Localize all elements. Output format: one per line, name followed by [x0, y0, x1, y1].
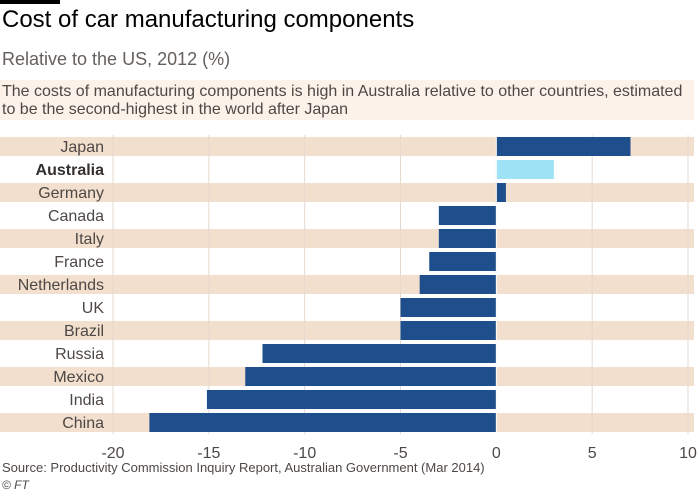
- bars: [149, 137, 631, 432]
- x-tick-label: 0: [492, 445, 501, 460]
- category-label: UK: [82, 300, 105, 317]
- category-label: Mexico: [53, 369, 104, 386]
- category-label: Italy: [75, 231, 104, 248]
- row-band: [0, 229, 694, 248]
- bar-germany: [496, 183, 506, 202]
- bar-italy: [438, 229, 497, 248]
- bar-france: [429, 252, 497, 271]
- category-label: Japan: [60, 139, 104, 156]
- row-band: [0, 183, 694, 202]
- category-label: Australia: [36, 162, 105, 179]
- credit: © FT: [2, 478, 29, 492]
- category-label: Netherlands: [18, 277, 104, 294]
- brand-bar: [0, 0, 60, 4]
- bar-chart: Japan Australia Germany Canada Italy France Ne…: [0, 135, 697, 460]
- bar-brazil: [400, 321, 497, 340]
- category-label: India: [69, 392, 104, 409]
- category-label: Brazil: [64, 323, 104, 340]
- bar-australia: [496, 160, 554, 179]
- x-tick-label: -5: [393, 445, 407, 460]
- row-band: [0, 321, 694, 340]
- category-label: France: [54, 254, 104, 271]
- bar-japan: [496, 137, 631, 156]
- x-tick-labels: -20 -15 -10 -5 0 5 10: [101, 445, 697, 460]
- bar-india: [206, 390, 497, 409]
- row-band: [0, 275, 694, 294]
- category-labels: Japan Australia Germany Canada Italy France Ne…: [18, 139, 105, 432]
- chart-subtitle: Relative to the US, 2012 (%): [2, 49, 231, 69]
- x-tick-label: 5: [588, 445, 597, 460]
- category-label: China: [62, 415, 104, 432]
- bar-uk: [400, 298, 497, 317]
- bar-mexico: [245, 367, 497, 386]
- category-label: Germany: [38, 185, 104, 202]
- category-label: Canada: [48, 208, 104, 225]
- bar-canada: [438, 206, 497, 225]
- bar-russia: [262, 344, 497, 363]
- x-tick-label: -20: [101, 445, 124, 460]
- x-tick-label: -15: [197, 445, 220, 460]
- source-note: Source: Productivity Commission Inquiry …: [2, 460, 485, 475]
- x-tick-label: -10: [293, 445, 316, 460]
- category-bands: [0, 137, 694, 432]
- bar-china: [149, 413, 497, 432]
- chart-title: Cost of car manufacturing components: [2, 6, 415, 33]
- bar-netherlands: [419, 275, 497, 294]
- annotation-box: The costs of manufacturing components is…: [0, 80, 694, 120]
- category-label: Russia: [55, 346, 104, 363]
- x-tick-label: 10: [679, 445, 697, 460]
